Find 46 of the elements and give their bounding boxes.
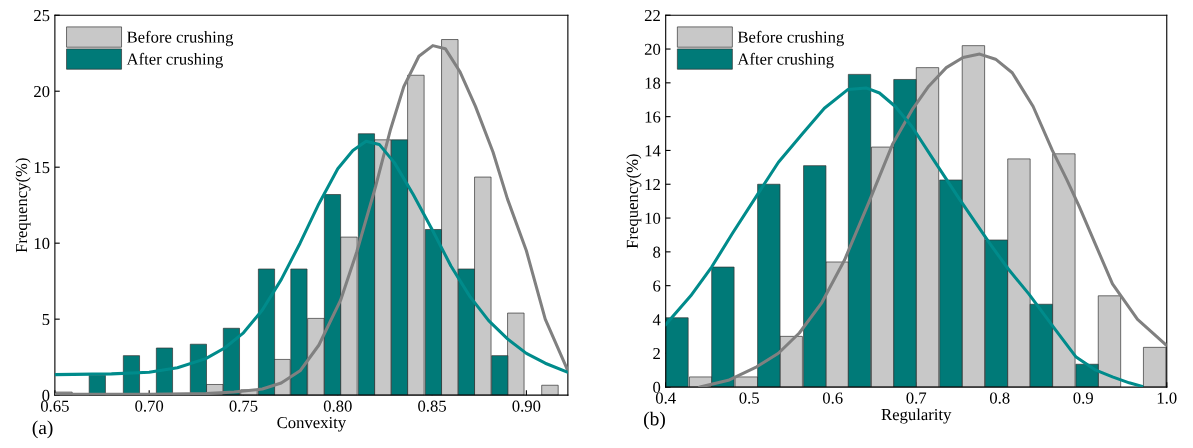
x-tick-label: 0.6 xyxy=(822,392,843,404)
x-tick-label: 0.4 xyxy=(655,392,676,404)
y-tick-label: 0 xyxy=(42,389,50,402)
y-tick-label: 6 xyxy=(653,280,661,292)
text: (b) xyxy=(644,411,665,430)
x-tick-label: 0.75 xyxy=(229,400,258,412)
legend-label: After crushing xyxy=(126,52,223,69)
x-tick-label: 0.7 xyxy=(906,392,927,404)
x-tick-label: 1.0 xyxy=(1157,392,1177,404)
x-tick-label: 0.65 xyxy=(40,400,69,412)
y-tick-label: 8 xyxy=(653,246,661,258)
y-tick-label: 2 xyxy=(653,348,660,360)
line-series xyxy=(54,139,568,377)
x-tick-label: 0.90 xyxy=(512,400,541,412)
y-axis-title: Frequency(%) xyxy=(15,158,31,253)
legend-label: After crushing xyxy=(737,52,834,69)
y-axis-title: Frequency(%) xyxy=(626,154,642,249)
y-tick-label: 12 xyxy=(645,179,660,191)
bar xyxy=(1143,347,1167,388)
text: (a) xyxy=(32,420,53,439)
x-tick-label: 0.70 xyxy=(135,400,164,412)
y-tick-label: 22 xyxy=(644,9,660,22)
line-series xyxy=(665,86,1144,388)
x-tick-label: 0.9 xyxy=(1073,392,1093,404)
bar xyxy=(541,384,559,396)
x-axis-title: Regularity xyxy=(881,408,952,424)
y-tick-label: 5 xyxy=(42,314,50,326)
legend-label: Before crushing xyxy=(127,30,234,47)
y-tick-label: 10 xyxy=(34,237,50,250)
legend-label: Before crushing xyxy=(737,30,844,47)
x-tick-label: 0.5 xyxy=(739,392,759,404)
y-tick-label: 4 xyxy=(652,314,661,326)
y-tick-label: 15 xyxy=(34,161,50,174)
y-tick-label: 18 xyxy=(645,77,661,89)
x-tick-label: 0.8 xyxy=(989,392,1010,404)
y-tick-label: 20 xyxy=(34,85,50,98)
y-tick-label: 14 xyxy=(645,145,661,157)
y-tick-label: 20 xyxy=(644,43,661,55)
y-tick-label: 10 xyxy=(645,212,661,224)
y-tick-label: 16 xyxy=(645,111,661,123)
x-tick-label: 0.80 xyxy=(323,400,352,412)
y-tick-label: 0 xyxy=(653,381,661,394)
x-axis-title: Convexity xyxy=(277,416,347,432)
line-series xyxy=(698,52,1167,388)
y-tick-label: 25 xyxy=(34,9,50,22)
x-tick-label: 0.85 xyxy=(418,400,447,412)
